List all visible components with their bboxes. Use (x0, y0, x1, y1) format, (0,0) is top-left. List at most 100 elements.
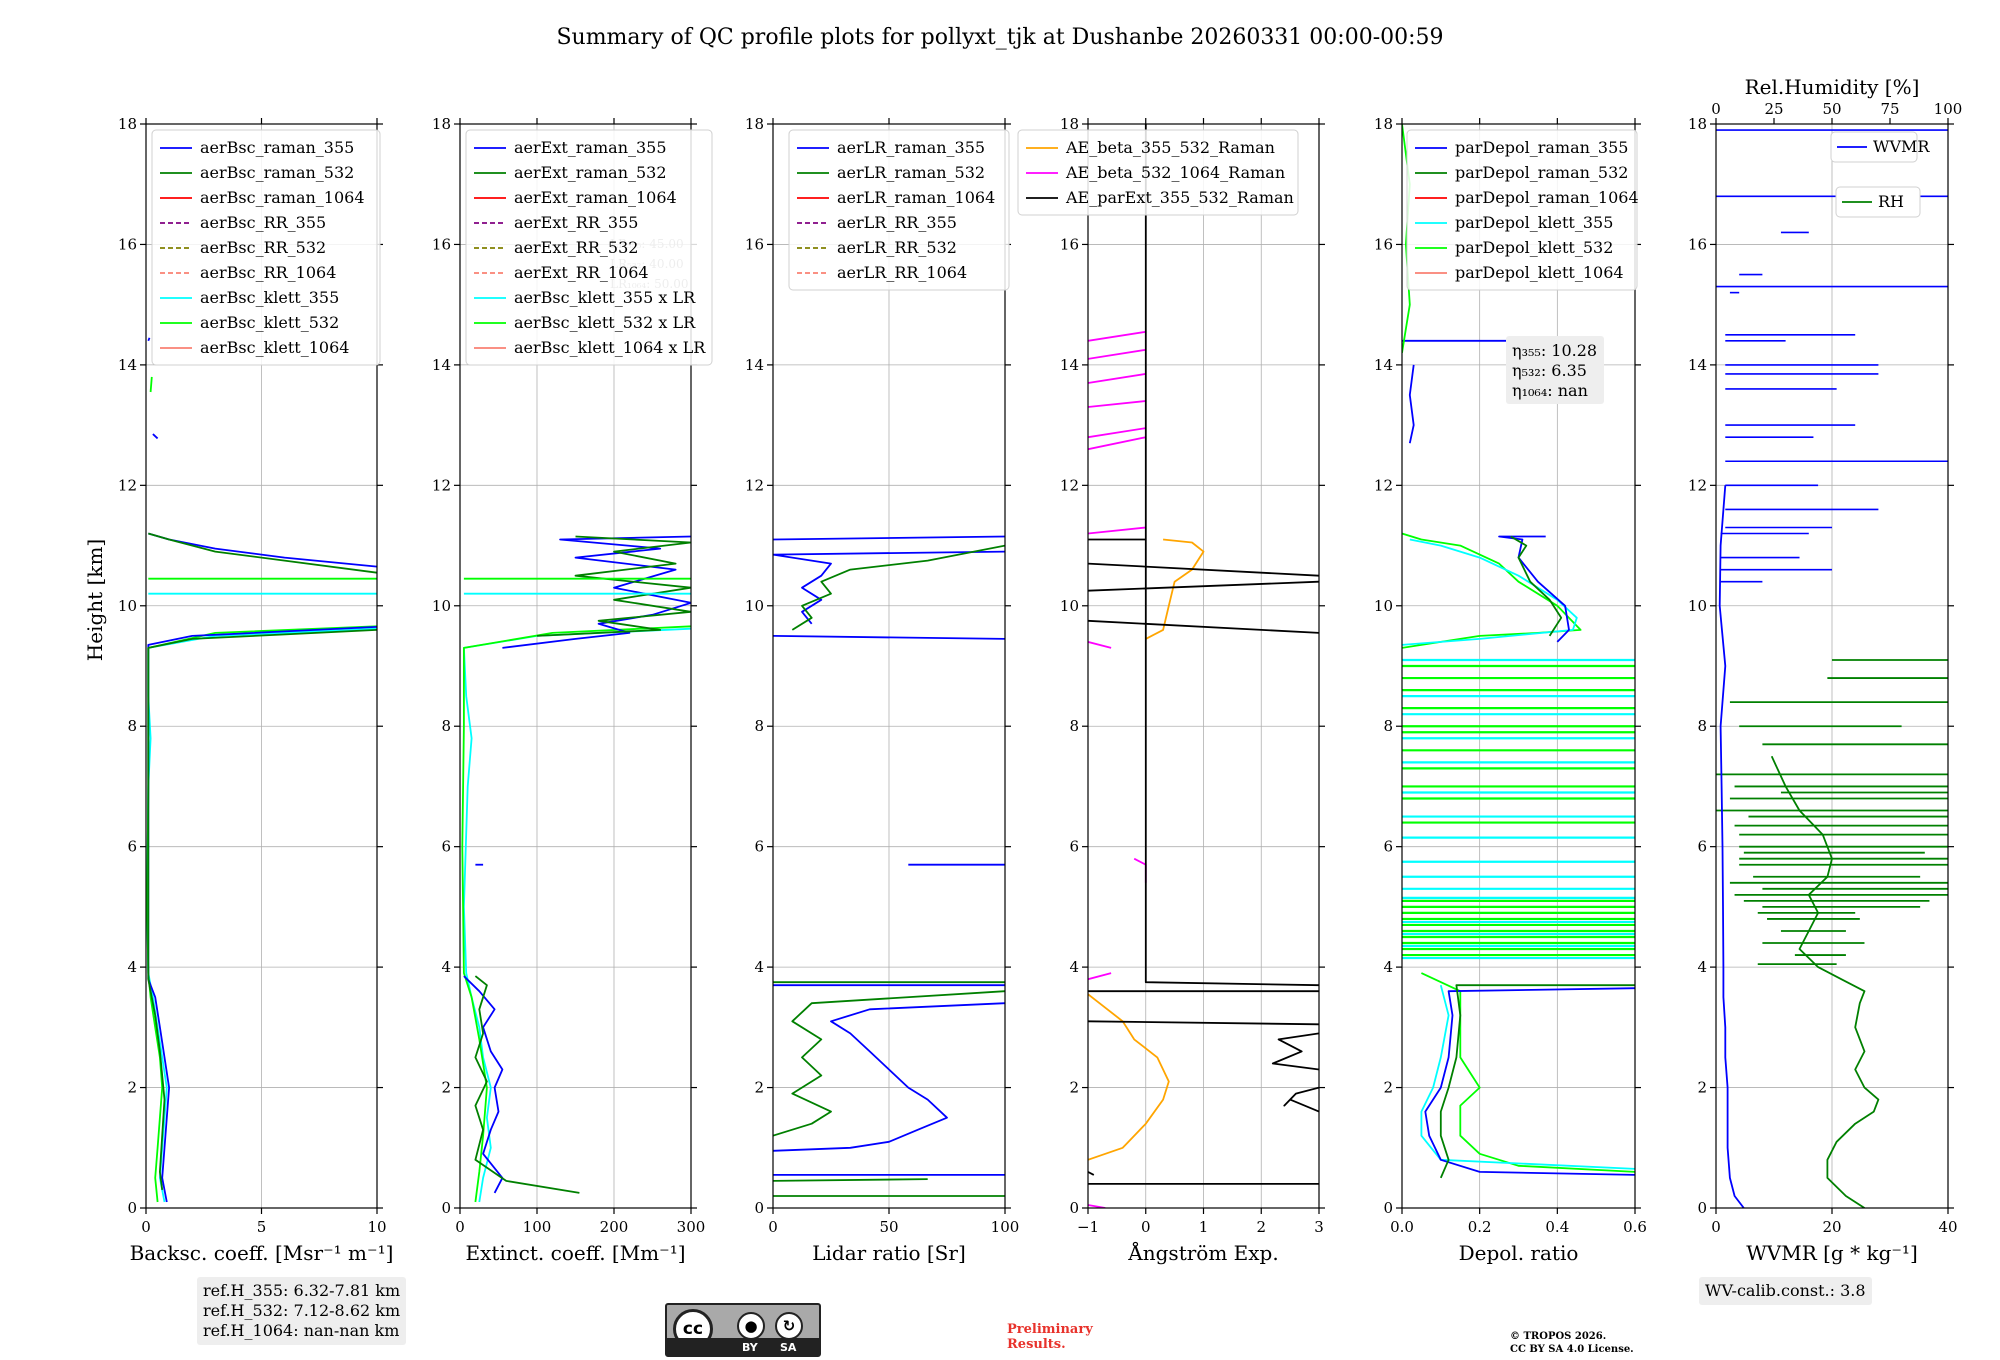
series-line-1 (1088, 972, 1112, 981)
legend-label: aerLR_raman_532 (837, 163, 985, 182)
data-layer (146, 337, 377, 1203)
series-line-0 (146, 627, 377, 1203)
y-tick-label: 6 (441, 838, 451, 856)
y-tick-label: 8 (441, 717, 451, 735)
data-layer (1716, 129, 1948, 1208)
legend-label: parDepol_raman_355 (1455, 138, 1628, 157)
series-line-1 (1420, 984, 1635, 1170)
y-tick-label: 12 (1374, 476, 1393, 494)
x-tick-label: 0 (1711, 1218, 1721, 1236)
y-tick-label: 0 (441, 1199, 451, 1217)
series-line-5 (1088, 436, 1146, 451)
series-line-3 (147, 629, 377, 1191)
cc-license-badge: cc ● ↻ BY SA (665, 1303, 821, 1357)
x-tick-label: 0.2 (1468, 1218, 1492, 1236)
x-tick-label: 20 (1822, 1218, 1841, 1236)
series-line-3 (773, 1002, 1005, 1152)
y-tick-label: 4 (1697, 958, 1707, 976)
x-tick-label: 0.0 (1390, 1218, 1414, 1236)
legend-box (465, 129, 713, 366)
series-line-12 (1145, 538, 1205, 640)
copyright-line-1: © TROPOS 2026. (1510, 1331, 1607, 1342)
x-tick-label: 2 (1256, 1218, 1266, 1236)
series-line-1 (461, 625, 691, 1203)
data-layer (773, 535, 1005, 1197)
eta-box (1506, 336, 1604, 404)
y-tick-label: 16 (1688, 235, 1707, 253)
x-tick-label: 0 (455, 1218, 465, 1236)
legend-label: aerExt_RR_532 (514, 238, 638, 257)
series-line-4 (773, 990, 1005, 1137)
legend-label: aerBsc_raman_1064 (200, 188, 365, 207)
axes-frame (145, 123, 378, 1209)
y-tick-label: 8 (1383, 717, 1393, 735)
x-axis-label: Lidar ratio [Sr] (812, 1241, 966, 1265)
y-tick-label: 10 (1688, 597, 1707, 615)
legend-label: aerBsc_klett_1064 x LR (514, 338, 706, 357)
data-layer (1088, 124, 1319, 1208)
series-line-7 (1088, 400, 1146, 408)
series-line-3 (1439, 984, 1635, 1179)
x-axis-label: Extinct. coeff. [Mm⁻¹] (465, 1241, 685, 1265)
series-line-2 (1424, 987, 1635, 1176)
y-tick-label: 12 (1688, 476, 1707, 494)
y-tick-label: 2 (441, 1079, 451, 1097)
y-tick-label: 6 (1697, 838, 1707, 856)
y-tick-label: 6 (1069, 838, 1079, 856)
series-line-6 (1088, 427, 1146, 439)
series-line-8 (773, 635, 1005, 640)
x-axis-label: Backsc. coeff. [Msr⁻¹ m⁻¹] (130, 1241, 394, 1265)
y-tick-label: 14 (432, 356, 451, 374)
y-tick-label: 16 (1374, 235, 1393, 253)
x-tick-label: 100 (523, 1218, 552, 1236)
series-line-9 (1408, 364, 1415, 444)
axes-frame (772, 123, 1006, 1209)
x-tick-label: 100 (991, 1218, 1020, 1236)
legend-label: parDepol_klett_1064 (1455, 263, 1624, 282)
ref-h-355: ref.H_355: 6.32-7.81 km (203, 1281, 401, 1300)
x-tick-label: 3 (1314, 1218, 1324, 1236)
legend-label: aerBsc_RR_532 (200, 238, 326, 257)
legend-label: aerLR_RR_355 (837, 213, 957, 232)
y-tick-label: 2 (1383, 1079, 1393, 1097)
legend-label: aerExt_RR_1064 (514, 263, 649, 282)
series-line-0 (1421, 972, 1635, 1173)
y-tick-label: 8 (127, 717, 137, 735)
x-tick-label: 10 (367, 1218, 386, 1236)
y-tick-label: 14 (1688, 356, 1707, 374)
legend-label: aerLR_RR_1064 (837, 263, 967, 282)
figure-title: Summary of QC profile plots for pollyxt_… (556, 25, 1443, 50)
legend-label: aerBsc_klett_532 (200, 313, 339, 332)
eta-label: η₅₃₂: 6.35 (1512, 361, 1587, 380)
y-tick-label: 6 (127, 838, 137, 856)
x-tick-label: 0.6 (1623, 1218, 1647, 1236)
x-tick-label: 200 (600, 1218, 629, 1236)
legend-label: AE_beta_532_1064_Raman (1065, 163, 1285, 182)
series-line-9 (149, 376, 153, 393)
legend-label: aerLR_RR_532 (837, 238, 957, 257)
y-tick-label: 0 (754, 1199, 764, 1217)
attribution-person-icon: ● (737, 1312, 765, 1340)
preliminary-line-2: Results. (1007, 1337, 1066, 1352)
series-line-1 (1770, 755, 1880, 1208)
y-tick-label: 0 (1697, 1199, 1707, 1217)
series-line-10 (791, 544, 1005, 631)
legend-label: WVMR (1873, 137, 1930, 156)
preliminary-line-1: Preliminary (1007, 1322, 1093, 1337)
legend-label: AE_beta_355_532_Raman (1065, 138, 1275, 157)
series-line-21 (1088, 580, 1319, 592)
data-layer (461, 535, 691, 1203)
eta-label: η₁₀₆₄: nan (1512, 381, 1588, 400)
legend-box (151, 129, 381, 366)
legend-label: aerBsc_klett_1064 (200, 338, 349, 357)
y-tick-label: 10 (1374, 597, 1393, 615)
series-line-0 (1718, 485, 1745, 1208)
legend-box (1830, 131, 1918, 163)
series-line-15 (1283, 1086, 1319, 1113)
series-line-4 (1088, 526, 1146, 535)
ref-h-532: ref.H_532: 7.12-8.62 km (203, 1301, 401, 1320)
y-tick-label: 12 (1060, 476, 1079, 494)
x-tick-label: 0.4 (1545, 1218, 1569, 1236)
y-tick-label: 2 (127, 1079, 137, 1097)
